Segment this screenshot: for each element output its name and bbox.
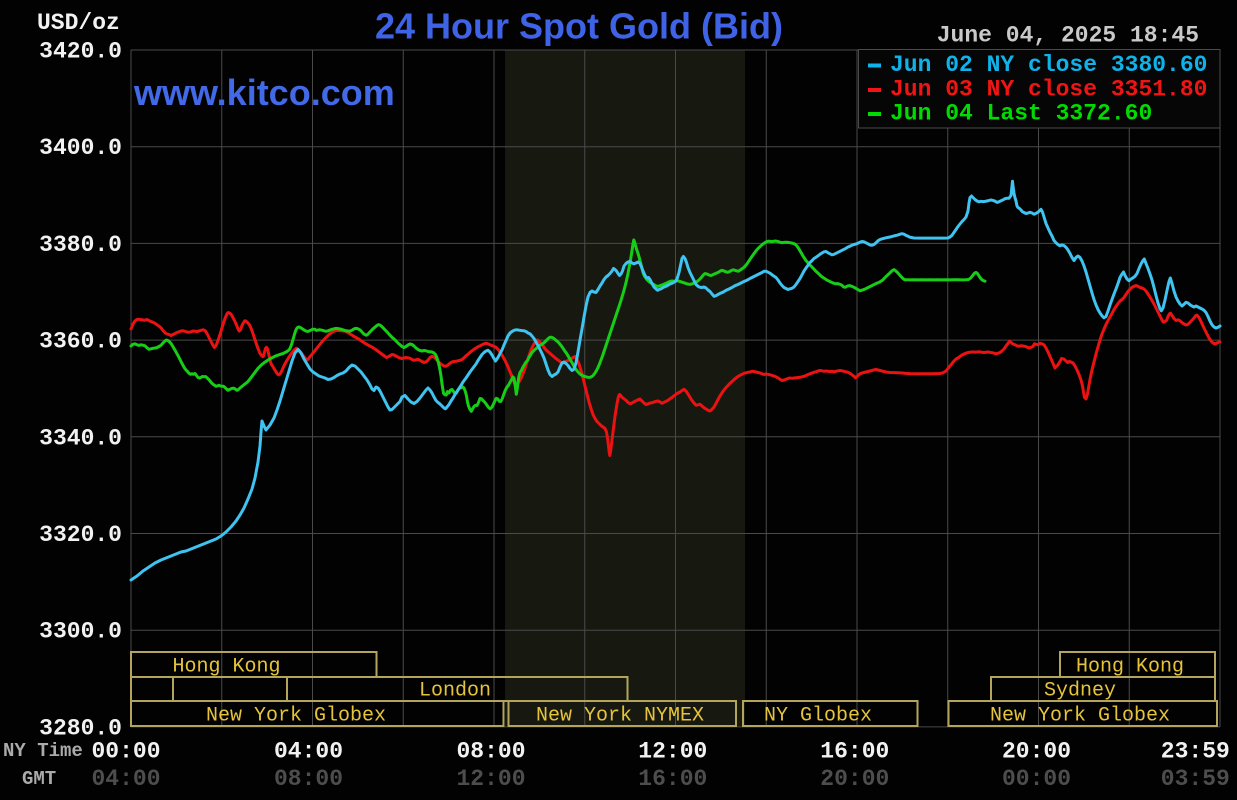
- svg-text:3300.0: 3300.0: [39, 619, 122, 645]
- svg-text:08:00: 08:00: [456, 739, 525, 765]
- svg-text:16:00: 16:00: [638, 766, 707, 792]
- svg-text:03:59: 03:59: [1161, 766, 1230, 792]
- svg-text:New York NYMEX: New York NYMEX: [536, 705, 704, 728]
- svg-text:12:00: 12:00: [456, 766, 525, 792]
- svg-text:3400.0: 3400.0: [39, 135, 122, 161]
- svg-text:NY Globex: NY Globex: [764, 705, 872, 728]
- svg-text:04:00: 04:00: [91, 766, 160, 792]
- svg-text:Jun 03 NY close 3351.80: Jun 03 NY close 3351.80: [890, 77, 1207, 103]
- svg-text:Jun 04 Last 3372.60: Jun 04 Last 3372.60: [890, 101, 1152, 127]
- svg-text:Jun 02 NY close 3380.60: Jun 02 NY close 3380.60: [890, 52, 1207, 78]
- svg-text:London: London: [419, 680, 491, 703]
- svg-text:3340.0: 3340.0: [39, 425, 122, 451]
- svg-text:3280.0: 3280.0: [39, 715, 122, 741]
- svg-text:New York Globex: New York Globex: [990, 705, 1170, 728]
- svg-text:3420.0: 3420.0: [39, 39, 122, 65]
- svg-text:08:00: 08:00: [274, 766, 343, 792]
- svg-text:Hong Kong: Hong Kong: [1076, 656, 1184, 679]
- svg-text:USD/oz: USD/oz: [37, 10, 120, 36]
- svg-text:3360.0: 3360.0: [39, 329, 122, 355]
- svg-text:12:00: 12:00: [638, 739, 707, 765]
- svg-text:23:59: 23:59: [1161, 739, 1230, 765]
- svg-text:16:00: 16:00: [820, 739, 889, 765]
- svg-text:www.kitco.com: www.kitco.com: [133, 72, 395, 113]
- svg-text:04:00: 04:00: [274, 739, 343, 765]
- svg-text:20:00: 20:00: [820, 766, 889, 792]
- svg-text:24 Hour Spot Gold (Bid): 24 Hour Spot Gold (Bid): [375, 6, 783, 47]
- svg-text:New York Globex: New York Globex: [206, 705, 386, 728]
- svg-text:00:00: 00:00: [91, 739, 160, 765]
- svg-text:00:00: 00:00: [1002, 766, 1071, 792]
- svg-text:3320.0: 3320.0: [39, 522, 122, 548]
- svg-text:GMT: GMT: [22, 768, 56, 790]
- svg-text:3380.0: 3380.0: [39, 232, 122, 258]
- svg-text:NY Time: NY Time: [3, 740, 83, 762]
- svg-text:Hong Kong: Hong Kong: [172, 656, 280, 679]
- svg-text:20:00: 20:00: [1002, 739, 1071, 765]
- svg-text:Sydney: Sydney: [1044, 680, 1116, 703]
- svg-text:June 04, 2025 18:45: June 04, 2025 18:45: [937, 23, 1199, 49]
